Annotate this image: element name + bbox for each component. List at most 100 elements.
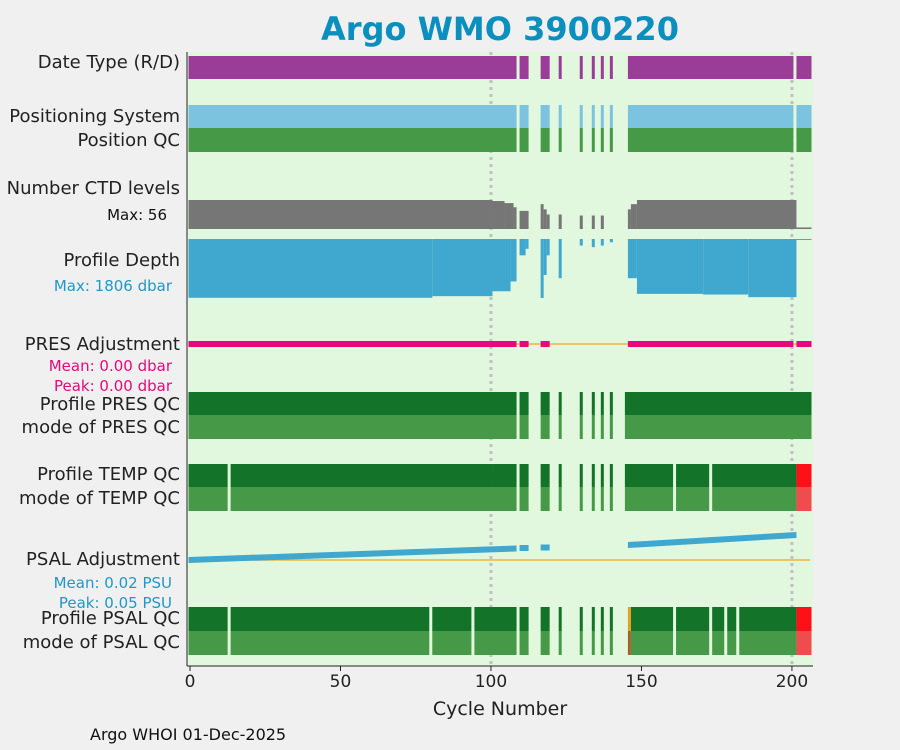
label-profile-temp-qc: Profile TEMP QC xyxy=(37,464,180,485)
label-pres-adjustment: PRES Adjustment xyxy=(24,334,180,355)
pres-qc-bar xyxy=(519,392,529,415)
pres-qc-bar xyxy=(579,392,583,415)
ctd-level-bar xyxy=(519,210,529,229)
psal-qc-mode-bar xyxy=(727,631,737,655)
profile-depth-bar xyxy=(636,239,704,294)
temp-qc-mode-bar xyxy=(492,487,517,511)
psal-qc-mode-bar xyxy=(558,631,562,655)
profile-depth-bar xyxy=(519,239,526,256)
chart-title: Argo WMO 3900220 xyxy=(321,10,679,48)
profile-depth-bar xyxy=(609,239,613,243)
position-qc-bar xyxy=(188,128,517,152)
pres-qc-bar xyxy=(609,392,613,415)
pres-qc-mode-bar xyxy=(609,415,613,439)
pres-qc-mode-bar xyxy=(519,415,529,439)
psal-qc-bar xyxy=(579,607,583,631)
temp-qc-bar xyxy=(492,464,517,487)
position-qc-bar xyxy=(591,128,595,152)
psal-qc-mode-bar xyxy=(432,631,472,655)
temp-qc-mode-bar xyxy=(591,487,595,511)
ctd-level-bar xyxy=(591,215,595,229)
pres-adjustment-mark xyxy=(540,341,550,347)
profile-depth-bar xyxy=(796,239,812,240)
positioning-bar xyxy=(188,105,517,128)
label-positioning-system: Positioning System xyxy=(9,106,180,127)
psal-qc-flag-mode-bar xyxy=(627,631,631,655)
psal-adjustment-mark xyxy=(540,544,550,551)
temp-qc-bar xyxy=(600,464,604,487)
psal-mean-note: Mean: 0.02 PSU xyxy=(53,574,172,592)
positioning-bar xyxy=(591,105,595,128)
ctd-level-bar xyxy=(543,209,547,229)
ctd-level-bar xyxy=(796,227,812,229)
pres-adjustment-mark xyxy=(627,341,794,347)
psal-qc-bar xyxy=(474,607,517,631)
date-type-bar xyxy=(519,56,529,79)
psal-peak-note: Peak: 0.05 PSU xyxy=(58,594,172,612)
profile-depth-bar xyxy=(546,239,550,256)
ctd-level-bar xyxy=(513,207,517,229)
psal-qc-bar xyxy=(712,607,725,631)
psal-qc-bar xyxy=(739,607,797,631)
psal-qc-bar xyxy=(188,607,228,631)
ctd-level-bar xyxy=(600,215,604,229)
date-type-bar xyxy=(558,56,562,79)
ctd-level-bar xyxy=(546,214,550,229)
temp-qc-bar xyxy=(540,464,550,487)
psal-adjustment-mark xyxy=(188,545,517,563)
psal-qc-mode-bar xyxy=(630,631,674,655)
ctd-level-bar xyxy=(579,215,583,229)
position-qc-bar xyxy=(540,128,550,152)
profile-depth-bar xyxy=(432,239,493,297)
x-tick-label: 200 xyxy=(775,672,809,692)
psal-qc-mode-bar xyxy=(579,631,583,655)
temp-qc-mode-bar xyxy=(579,487,583,511)
label-ctd-levels: Number CTD levels xyxy=(6,178,180,199)
temp-qc-mode-bar xyxy=(519,487,529,511)
positioning-bar xyxy=(558,105,562,128)
temp-qc-mode-bar xyxy=(558,487,562,511)
psal-qc-bar xyxy=(591,607,595,631)
x-tick-label: 150 xyxy=(625,672,658,692)
ctd-level-bar xyxy=(188,200,493,229)
profile-depth-bar xyxy=(748,239,797,298)
date-type-bar xyxy=(627,56,794,79)
profile-depth-bar xyxy=(600,239,604,246)
psal-qc-mode-bar xyxy=(712,631,725,655)
temp-qc-mode-bar xyxy=(230,487,493,511)
temp-qc-mode-bar xyxy=(624,487,674,511)
date-type-bar xyxy=(579,56,583,79)
label-mode-temp-qc: mode of TEMP QC xyxy=(18,488,180,509)
psal-qc-mode-bar xyxy=(519,631,529,655)
temp-qc-mode-bar xyxy=(676,487,710,511)
position-qc-bar xyxy=(609,128,613,152)
date-type-bar xyxy=(591,56,595,79)
psal-qc-mode-bar xyxy=(676,631,710,655)
profile-depth-bar xyxy=(510,239,517,282)
ctd-level-bar xyxy=(504,203,514,229)
psal-qc-bar xyxy=(727,607,737,631)
psal-qc-mode-bar xyxy=(230,631,430,655)
date-type-bar xyxy=(796,56,812,79)
label-profile-depth: Profile Depth xyxy=(63,250,180,271)
psal-qc-bar xyxy=(609,607,613,631)
profile-depth-bar xyxy=(188,239,433,298)
psal-adjustment-mark xyxy=(519,545,529,551)
positioning-bar xyxy=(519,105,529,128)
plot-background xyxy=(187,52,813,666)
footer-credit: Argo WHOI 01-Dec-2025 xyxy=(90,725,287,744)
temp-qc-mode-bar xyxy=(712,487,797,511)
position-qc-bar xyxy=(627,128,794,152)
x-axis-label: Cycle Number xyxy=(432,698,568,720)
pres-adjustment-mark xyxy=(519,341,529,347)
psal-qc-bar xyxy=(519,607,529,631)
positioning-bar xyxy=(540,105,550,128)
profile-depth-bar xyxy=(591,239,595,248)
psal-qc-mode-bar xyxy=(600,631,604,655)
x-tick-label: 0 xyxy=(184,672,196,692)
temp-qc-mode-bar xyxy=(188,487,228,511)
temp-qc-bar xyxy=(712,464,797,487)
positioning-bar xyxy=(609,105,613,128)
positioning-bar xyxy=(579,105,583,128)
date-type-bar xyxy=(600,56,604,79)
